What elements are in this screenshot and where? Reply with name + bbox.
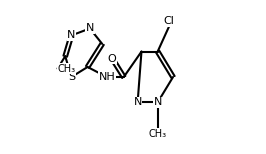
Text: S: S [68,72,75,82]
Text: CH₃: CH₃ [57,64,76,73]
Text: Cl: Cl [164,16,174,26]
Text: NH: NH [98,72,115,82]
Text: N: N [67,30,76,40]
Text: N: N [134,97,142,107]
Text: O: O [108,54,117,63]
Text: N: N [153,97,162,107]
Text: N: N [86,24,94,33]
Text: CH₃: CH₃ [149,129,167,139]
